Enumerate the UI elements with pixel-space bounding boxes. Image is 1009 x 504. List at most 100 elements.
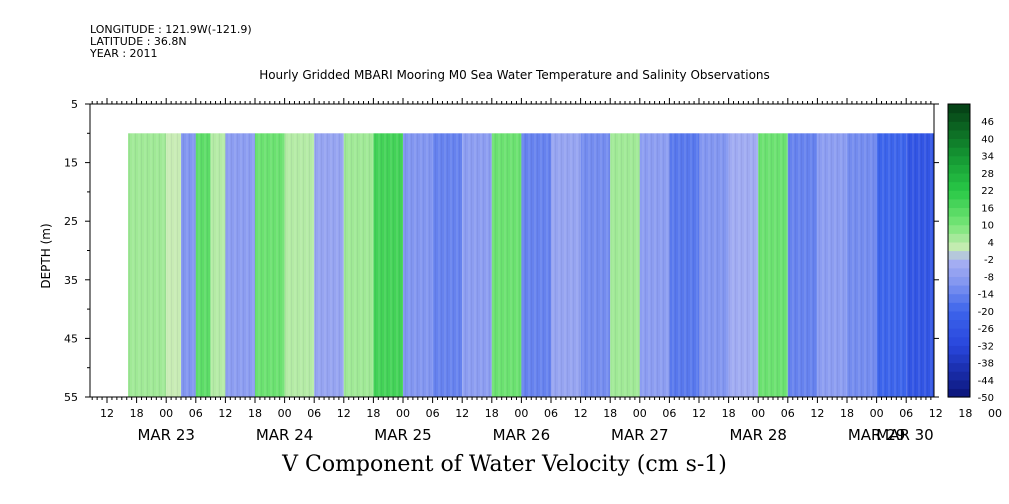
colorbar-swatch [948, 155, 970, 165]
mooring-metadata: LONGITUDE : 121.9W(-121.9) LATITUDE : 36… [90, 24, 252, 60]
colorbar-label: -20 [978, 307, 994, 318]
x-hour-label: 18 [958, 407, 972, 420]
x-hour-label: 12 [218, 407, 232, 420]
x-date-label: MAR 23 [137, 426, 194, 444]
x-date-label: MAR 30 [876, 426, 933, 444]
x-hour-label: 00 [396, 407, 410, 420]
chart-title: Hourly Gridded MBARI Mooring M0 Sea Wate… [259, 68, 770, 82]
heatmap-texture [128, 133, 934, 398]
colorbar-swatch [948, 216, 970, 226]
colorbar-label: 10 [981, 221, 994, 232]
x-hour-label: 00 [278, 407, 292, 420]
latitude-label: LATITUDE : 36.8N [90, 35, 187, 48]
colorbar-label: 16 [981, 203, 994, 214]
colorbar-swatch [948, 138, 970, 148]
x-hour-label: 00 [751, 407, 765, 420]
colorbar-swatch [948, 362, 970, 372]
colorbar-swatch [948, 104, 970, 114]
y-axis-label: DEPTH (m) [39, 223, 53, 288]
colorbar-swatch [948, 233, 970, 243]
y-tick-label: 45 [64, 332, 78, 345]
colorbar-swatch [948, 267, 970, 277]
x-hour-label: 06 [544, 407, 558, 420]
x-hour-label: 18 [485, 407, 499, 420]
longitude-label: LONGITUDE : 121.9W(-121.9) [90, 23, 252, 36]
colorbar-swatch [948, 147, 970, 157]
colorbar-swatch [948, 241, 970, 252]
colorbar-label: -50 [978, 393, 994, 404]
colorbar-swatch [948, 302, 970, 312]
colorbar-swatch [948, 276, 970, 286]
x-date-label: MAR 27 [611, 426, 668, 444]
colorbar-label: 34 [981, 152, 994, 163]
x-hour-label: 18 [366, 407, 380, 420]
colorbar-swatch [948, 336, 970, 346]
colorbar-swatch [948, 250, 970, 260]
colorbar-label: -26 [978, 324, 994, 335]
colorbar-swatch [948, 319, 970, 329]
x-hour-label: 12 [810, 407, 824, 420]
colorbar-swatch [948, 284, 970, 295]
colorbar-swatch [948, 293, 970, 303]
year-label: YEAR : 2011 [90, 47, 158, 60]
colorbar-swatch [948, 310, 970, 321]
x-date-label: MAR 29 [848, 426, 905, 444]
colorbar-swatch [948, 353, 970, 364]
colorbar-label: 4 [988, 238, 994, 249]
colorbar-swatch [948, 172, 970, 183]
x-date-label: MAR 28 [729, 426, 786, 444]
colorbar-label: 40 [981, 134, 994, 145]
x-hour-label: 06 [426, 407, 440, 420]
colorbar-swatch [948, 198, 970, 209]
x-hour-label: 00 [870, 407, 884, 420]
colorbar-label: -44 [978, 376, 994, 387]
colorbar-label: -8 [984, 272, 994, 283]
x-hour-label: 18 [130, 407, 144, 420]
y-tick-label: 15 [64, 157, 78, 170]
x-date-label: MAR 25 [374, 426, 431, 444]
colorbar-swatch [948, 328, 970, 338]
x-hour-label: 12 [100, 407, 114, 420]
colorbar-swatch [948, 379, 970, 389]
x-hour-label: 12 [692, 407, 706, 420]
y-tick-label: 25 [64, 215, 78, 228]
x-hour-label: 18 [248, 407, 262, 420]
colorbar-frame [947, 103, 971, 398]
colorbar-label: -2 [984, 255, 994, 266]
colorbar-swatch [948, 121, 970, 131]
x-hour-label: 12 [929, 407, 943, 420]
y-tick-label: 5 [71, 98, 78, 111]
colorbar-label: -38 [978, 359, 994, 370]
x-hour-label: 06 [781, 407, 795, 420]
x-hour-label: 00 [159, 407, 173, 420]
colorbar-label: -32 [978, 341, 994, 352]
colorbar-swatch [948, 190, 970, 200]
x-hour-label: 00 [633, 407, 647, 420]
colorbar-label: 46 [981, 117, 994, 128]
colorbar-swatch [948, 371, 970, 381]
x-date-label: MAR 24 [256, 426, 313, 444]
colorbar-swatch [948, 224, 970, 234]
x-hour-label: 06 [189, 407, 203, 420]
x-hour-label: 06 [899, 407, 913, 420]
x-hour-label: 06 [307, 407, 321, 420]
x-hour-label: 18 [722, 407, 736, 420]
colorbar-swatch [948, 388, 970, 398]
colorbar-swatch [948, 181, 970, 191]
x-hour-label: 12 [574, 407, 588, 420]
colorbar-swatch [948, 129, 970, 140]
x-hour-label: 12 [337, 407, 351, 420]
colorbar-swatch [948, 259, 970, 269]
colorbar-swatch [948, 207, 970, 217]
y-tick-label: 35 [64, 274, 78, 287]
y-tick-label: 55 [64, 391, 78, 404]
x-hour-label: 00 [514, 407, 528, 420]
x-hour-label: 18 [603, 407, 617, 420]
x-hour-label: 00 [988, 407, 1002, 420]
x-date-label: MAR 26 [493, 426, 550, 444]
x-hour-label: 06 [662, 407, 676, 420]
colorbar-swatch [948, 112, 970, 122]
chart-xlabel: V Component of Water Velocity (cm s-1) [282, 452, 727, 477]
x-hour-label: 12 [455, 407, 469, 420]
